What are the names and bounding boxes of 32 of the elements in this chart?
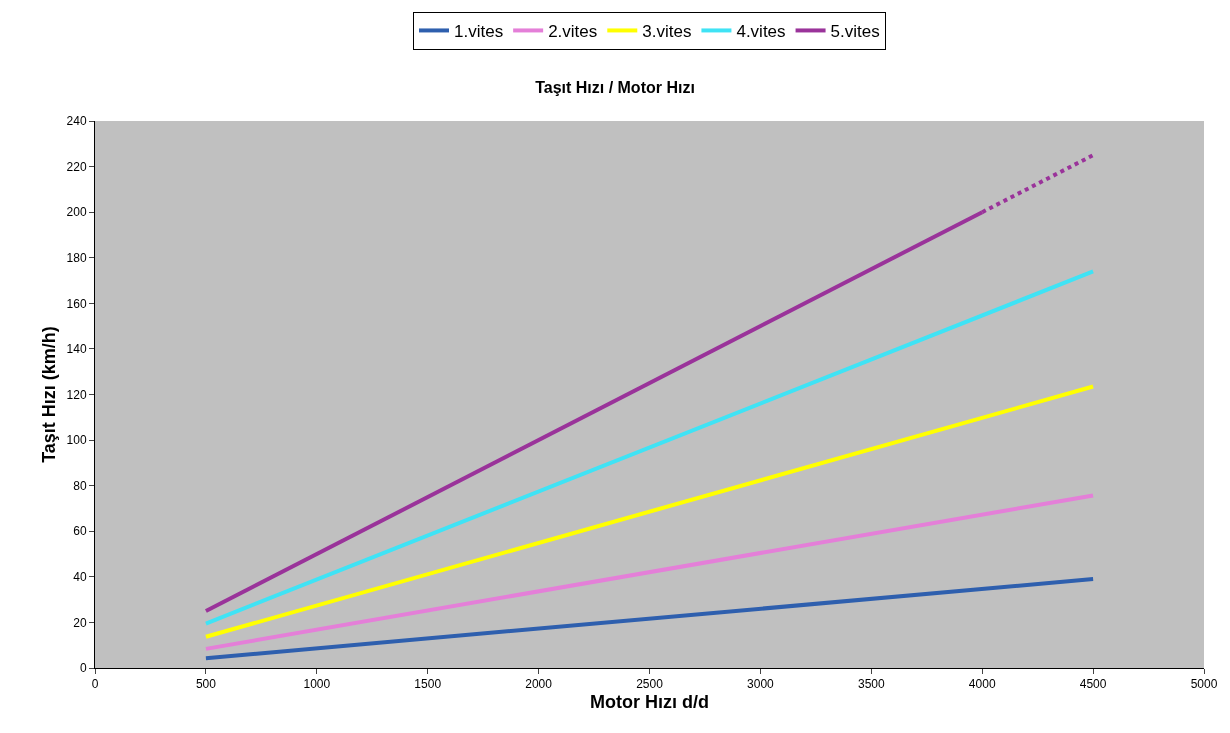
x-tick-label: 4000 — [968, 677, 996, 692]
x-axis-title: Motor Hızı d/d — [590, 691, 709, 712]
x-tick-label: 0 — [91, 677, 99, 692]
x-tick-label: 4500 — [1079, 677, 1107, 692]
y-tick-label: 40 — [73, 570, 87, 585]
y-tick-label: 240 — [66, 114, 87, 129]
y-tick-label: 120 — [66, 387, 87, 402]
y-tick-label: 20 — [73, 615, 87, 630]
x-tick-label: 5000 — [1190, 677, 1218, 692]
x-tick-label: 1000 — [303, 677, 331, 692]
legend-label: 5.vites — [830, 22, 880, 42]
y-tick-label: 200 — [66, 205, 87, 220]
y-tick-label: 220 — [66, 159, 87, 174]
x-tick-label: 1500 — [414, 677, 442, 692]
legend-label: 2.vites — [548, 22, 598, 42]
y-tick-label: 100 — [66, 433, 87, 448]
x-tick-label: 2500 — [636, 677, 664, 692]
x-tick-label: 500 — [195, 677, 217, 692]
y-axis-title: Taşıt Hızı (km/h) — [38, 326, 59, 463]
x-tick-label: 3500 — [857, 677, 885, 692]
y-tick-label: 80 — [73, 478, 87, 493]
y-tick-label: 160 — [66, 296, 87, 311]
y-tick-label: 60 — [73, 524, 87, 539]
legend-label: 1.vites — [454, 22, 504, 42]
chart-title: Taşıt Hızı / Motor Hızı — [535, 79, 695, 97]
legend-label: 4.vites — [736, 22, 786, 42]
y-tick-label: 0 — [79, 661, 87, 676]
x-tick-label: 3000 — [747, 677, 775, 692]
y-tick-label: 140 — [66, 342, 87, 357]
legend-label: 3.vites — [642, 22, 692, 42]
x-tick-label: 2000 — [525, 677, 553, 692]
y-tick-label: 180 — [66, 250, 87, 265]
